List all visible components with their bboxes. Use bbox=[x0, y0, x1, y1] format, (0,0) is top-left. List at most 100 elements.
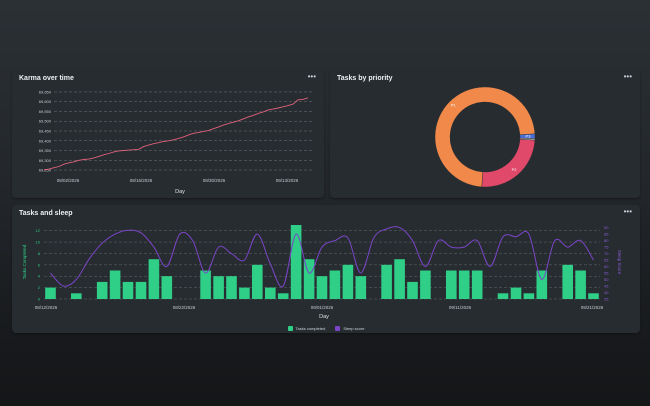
tasks-bar bbox=[329, 270, 341, 299]
tasks-bar bbox=[96, 281, 108, 299]
tasks-x-tick: 08/12/2026 bbox=[35, 305, 58, 310]
tasks-y-tick: 10 bbox=[36, 240, 41, 245]
tasks-bar bbox=[458, 270, 470, 299]
tasks-y-tick: 6 bbox=[38, 262, 41, 267]
sleep-y-label: Sleep Score bbox=[617, 250, 622, 275]
tasks-bar bbox=[471, 270, 483, 299]
tasks-bar bbox=[394, 259, 405, 299]
donut-slice-p4 bbox=[519, 137, 536, 141]
sleep-y-tick: 65 bbox=[604, 258, 609, 263]
legend-tasks-label: Tasks completed bbox=[295, 326, 326, 331]
tasks-bar bbox=[290, 225, 302, 299]
karma-line bbox=[43, 97, 309, 171]
tasks-sleep-card-title: Tasks and sleep bbox=[19, 210, 73, 217]
legend-tasks-completed[interactable]: Tasks completed bbox=[287, 326, 326, 331]
karma-y-tick: 69,400 bbox=[39, 138, 52, 143]
karma-chart: 69,25069,30069,35069,40069,45069,50069,5… bbox=[39, 89, 312, 195]
tasks-x-tick: 09/01/2026 bbox=[311, 305, 334, 310]
legend-sleep-swatch bbox=[335, 326, 341, 331]
tasks-bar bbox=[407, 281, 418, 299]
tasks-bar bbox=[588, 293, 599, 299]
tasks-sleep-card-menu-button[interactable]: ••• bbox=[623, 207, 632, 216]
tasks-bar bbox=[420, 270, 431, 299]
tasks-bar bbox=[446, 270, 457, 299]
sleep-y-tick: 35 bbox=[604, 297, 609, 302]
donut-slice-p2 bbox=[481, 138, 536, 188]
donut-label-p2: P2 bbox=[512, 167, 518, 172]
karma-y-tick: 69,600 bbox=[39, 99, 52, 104]
sleep-y-tick: 55 bbox=[604, 271, 609, 276]
karma-y-tick: 69,500 bbox=[39, 119, 52, 124]
tasks-bar bbox=[497, 293, 509, 299]
tasks-y-label: Tasks Completed bbox=[22, 244, 27, 279]
tasks-bar bbox=[342, 264, 354, 299]
karma-card-menu-button[interactable]: ••• bbox=[307, 72, 316, 81]
donut-slice-p1 bbox=[434, 86, 536, 188]
tasks-bar bbox=[109, 270, 121, 299]
sleep-y-tick: 75 bbox=[604, 245, 609, 250]
karma-x-tick: 08/30/2026 bbox=[203, 178, 226, 183]
tasks-y-tick: 2 bbox=[38, 285, 41, 290]
donut-label-p1: P1 bbox=[451, 102, 457, 107]
donut-label-p3: P3 bbox=[526, 134, 532, 139]
tasks-y-tick: 0 bbox=[38, 297, 41, 302]
sleep-y-tick: 70 bbox=[604, 251, 609, 256]
karma-x-tick: 08/16/2026 bbox=[130, 178, 153, 183]
tasks-x-tick: 08/22/2026 bbox=[173, 305, 196, 310]
karma-y-tick: 69,300 bbox=[39, 158, 52, 163]
priority-chart: P1 P2 P3 bbox=[434, 86, 536, 188]
sleep-y-tick: 80 bbox=[604, 238, 609, 243]
karma-y-tick: 69,350 bbox=[39, 148, 52, 153]
tasks-sleep-card: Tasks and sleep ••• 0 2 4 6 8 10 12 35 40 45 50 55 6… bbox=[12, 205, 640, 333]
tasks-x-tick: 09/21/2026 bbox=[581, 305, 604, 310]
tasks-bar bbox=[523, 293, 535, 299]
tasks-bar bbox=[226, 276, 237, 299]
tasks-bar bbox=[239, 287, 250, 299]
priority-card-menu-button[interactable]: ••• bbox=[623, 72, 632, 81]
legend-tasks-swatch bbox=[287, 326, 293, 331]
priority-card-title: Tasks by priority bbox=[337, 75, 393, 82]
tasks-bar bbox=[122, 281, 134, 299]
tasks-bar bbox=[303, 259, 315, 299]
tasks-bar bbox=[316, 276, 328, 299]
tasks-bar bbox=[536, 270, 548, 299]
sleep-y-tick: 85 bbox=[604, 232, 609, 237]
tasks-x-tick: 09/11/2026 bbox=[449, 305, 472, 310]
tasks-bar bbox=[71, 293, 82, 299]
tasks-bar bbox=[135, 281, 147, 299]
tasks-bar bbox=[381, 264, 392, 299]
tasks-bar bbox=[277, 293, 289, 299]
tasks-bar bbox=[148, 259, 160, 299]
karma-y-tick: 69,550 bbox=[39, 109, 52, 114]
tasks-bar bbox=[355, 276, 367, 299]
karma-x-tick: 09/13/2026 bbox=[276, 178, 299, 183]
sleep-y-tick: 90 bbox=[604, 225, 609, 230]
karma-y-tick: 69,450 bbox=[39, 129, 52, 134]
tasks-bar bbox=[575, 270, 586, 299]
sleep-y-tick: 40 bbox=[604, 290, 609, 295]
sleep-y-tick: 50 bbox=[604, 277, 609, 282]
tasks-y-tick: 4 bbox=[38, 274, 41, 279]
karma-card-title: Karma over time bbox=[19, 75, 74, 82]
sleep-y-tick: 60 bbox=[604, 264, 609, 269]
karma-x-label: Day bbox=[175, 189, 185, 195]
legend-sleep-label: Sleep score bbox=[343, 326, 365, 331]
legend-sleep-score[interactable]: Sleep score bbox=[335, 326, 364, 331]
priority-card: Tasks by priority ••• P1 P2 P3 bbox=[330, 70, 640, 198]
sleep-line bbox=[50, 226, 594, 288]
tasks-x-label: Day bbox=[319, 314, 329, 320]
karma-x-tick: 08/02/2026 bbox=[57, 178, 80, 183]
tasks-y-tick: 8 bbox=[38, 251, 41, 256]
tasks-bar bbox=[562, 264, 573, 299]
tasks-bar bbox=[161, 276, 173, 299]
tasks-bar bbox=[252, 264, 263, 299]
tasks-bar bbox=[265, 287, 276, 299]
karma-y-tick: 69,650 bbox=[39, 89, 52, 94]
tasks-bar bbox=[45, 287, 56, 299]
tasks-bar bbox=[200, 270, 211, 299]
sleep-y-tick: 45 bbox=[604, 284, 609, 289]
tasks-sleep-legend: Tasks completed Sleep score bbox=[12, 326, 640, 331]
karma-card: Karma over time ••• 69,250 69,300 69,350 69… bbox=[12, 70, 324, 198]
tasks-y-tick: 12 bbox=[36, 228, 41, 233]
